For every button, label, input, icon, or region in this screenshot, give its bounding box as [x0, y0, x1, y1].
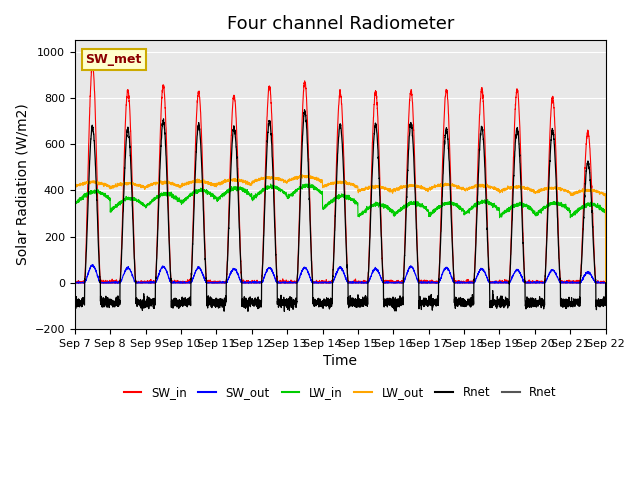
SW_out	[166, 278, 174, 284]
LW_in	[430, 209, 438, 215]
SW_out	[430, 279, 438, 285]
SW_out	[71, 280, 79, 286]
SW_out	[460, 280, 467, 286]
Legend: SW_in, SW_out, LW_in, LW_out, Rnet, Rnet: SW_in, SW_out, LW_in, LW_out, Rnet, Rnet	[119, 382, 561, 404]
LW_out	[601, 193, 609, 199]
Y-axis label: Solar Radiation (W/m2): Solar Radiation (W/m2)	[15, 104, 29, 265]
SW_in	[89, 62, 97, 68]
LW_out	[321, 184, 328, 190]
LW_out	[460, 185, 467, 191]
SW_out	[490, 280, 497, 286]
SW_in	[460, 280, 467, 286]
Line: SW_in: SW_in	[75, 65, 605, 283]
SW_out	[602, 280, 609, 286]
SW_in	[430, 280, 438, 286]
Rnet	[602, 302, 609, 308]
SW_out	[321, 280, 328, 286]
Line: LW_out: LW_out	[75, 175, 605, 283]
SW_out	[89, 262, 97, 268]
LW_out	[166, 180, 174, 185]
LW_out	[71, 184, 79, 190]
LW_in	[166, 192, 174, 197]
Rnet	[301, 107, 308, 113]
Line: LW_in: LW_in	[75, 183, 605, 283]
LW_out	[602, 280, 609, 286]
X-axis label: Time: Time	[323, 354, 357, 368]
SW_in	[602, 280, 609, 286]
Rnet	[321, 301, 328, 307]
LW_in	[306, 180, 314, 186]
LW_in	[71, 201, 79, 206]
Line: Rnet: Rnet	[75, 110, 605, 312]
LW_in	[460, 207, 467, 213]
Rnet	[71, 300, 79, 306]
Rnet	[430, 298, 438, 303]
Rnet	[490, 301, 497, 307]
SW_out	[71, 280, 79, 286]
Title: Four channel Radiometer: Four channel Radiometer	[227, 15, 454, 33]
SW_in	[71, 279, 79, 285]
Rnet	[280, 309, 288, 314]
Line: SW_out: SW_out	[75, 265, 605, 283]
LW_in	[490, 204, 497, 209]
LW_in	[601, 210, 609, 216]
Rnet	[460, 303, 467, 309]
LW_out	[298, 172, 306, 178]
SW_out	[602, 280, 609, 286]
SW_in	[602, 280, 609, 286]
LW_in	[602, 280, 609, 286]
SW_in	[321, 280, 328, 286]
Text: SW_met: SW_met	[85, 53, 142, 66]
Rnet	[602, 280, 609, 286]
LW_out	[490, 185, 497, 191]
SW_in	[490, 280, 497, 286]
LW_out	[430, 184, 438, 190]
LW_in	[321, 205, 328, 211]
SW_in	[166, 267, 174, 273]
Rnet	[166, 264, 174, 270]
SW_in	[71, 280, 79, 286]
